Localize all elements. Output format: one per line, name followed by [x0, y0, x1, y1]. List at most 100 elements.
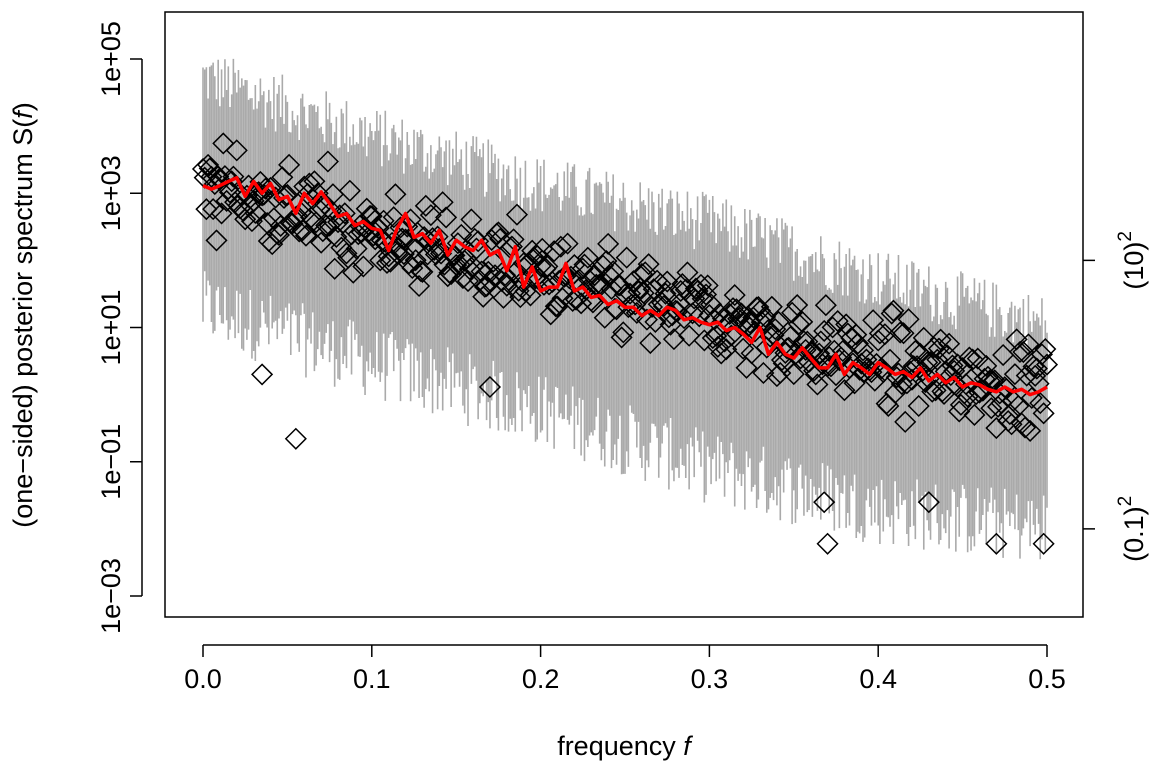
data-point	[760, 295, 783, 318]
x-axis-label: frequency f	[557, 731, 693, 761]
data-point	[904, 339, 927, 363]
data-point	[965, 383, 988, 406]
data-point	[423, 238, 446, 261]
data-point	[242, 189, 265, 212]
data-point	[451, 267, 475, 290]
data-point	[1008, 340, 1032, 363]
data-point	[826, 310, 849, 333]
data-point	[333, 202, 356, 225]
data-point	[276, 183, 299, 207]
data-point	[831, 339, 854, 363]
data-point	[662, 328, 686, 351]
data-point	[408, 274, 431, 298]
data-point	[791, 310, 814, 333]
data-point	[345, 237, 368, 260]
x-tick-label: 0.2	[522, 664, 560, 694]
data-point	[494, 264, 517, 287]
data-point	[821, 316, 844, 339]
data-point	[715, 338, 738, 361]
data-point	[195, 198, 218, 221]
data-point	[779, 325, 802, 348]
data-point	[570, 292, 593, 315]
data-point	[752, 361, 775, 385]
data-point	[632, 282, 655, 305]
data-point	[880, 302, 903, 325]
data-point	[629, 277, 652, 300]
data-point	[806, 373, 829, 396]
data-point	[460, 208, 483, 231]
data-point	[583, 264, 606, 287]
data-point	[868, 322, 891, 345]
data-point	[625, 301, 648, 324]
data-point	[369, 249, 392, 272]
data-point	[706, 335, 729, 358]
data-point	[1032, 532, 1055, 555]
data-point	[917, 491, 940, 514]
data-point	[851, 339, 875, 362]
data-point	[656, 270, 679, 293]
data-point	[1029, 392, 1052, 415]
data-point	[519, 284, 542, 307]
data-point	[943, 359, 966, 382]
data-point	[634, 261, 657, 284]
data-point	[949, 393, 972, 416]
data-point	[402, 237, 426, 260]
data-point	[505, 203, 529, 226]
data-point	[576, 246, 599, 269]
data-point	[392, 242, 415, 266]
median-line-layer	[202, 176, 1048, 397]
data-point	[591, 254, 615, 277]
x-axis-label-variable: f	[683, 731, 693, 761]
data-point	[608, 274, 631, 297]
data-point	[748, 299, 772, 322]
data-point	[389, 216, 412, 239]
data-point	[539, 303, 562, 326]
data-point	[686, 279, 709, 303]
y2-axis: (0.1)2 (10)2	[1083, 231, 1149, 562]
data-point	[639, 331, 662, 355]
x-tick-label: 0.5	[1028, 664, 1066, 694]
data-point	[306, 182, 329, 205]
data-point	[985, 532, 1008, 555]
data-point	[936, 344, 959, 367]
data-point	[754, 305, 777, 328]
data-point	[676, 261, 699, 284]
y-tick-label: 1e+05	[96, 21, 126, 97]
data-point	[352, 255, 375, 278]
data-point	[867, 329, 890, 352]
data-point	[689, 273, 713, 296]
data-point	[900, 368, 924, 391]
data-point	[958, 346, 981, 369]
data-point	[1015, 364, 1038, 387]
y-tick-label: 1e+01	[96, 290, 126, 366]
data-point	[922, 336, 945, 359]
data-point	[1032, 402, 1055, 425]
data-point	[448, 253, 471, 276]
data-point	[404, 249, 427, 272]
data-point	[767, 310, 790, 334]
data-point	[716, 312, 740, 335]
y-tick-label: 1e−01	[96, 424, 126, 500]
y-axis: 1e−03 1e−01 1e+01 1e+03 1e+05	[96, 21, 143, 634]
data-point	[787, 312, 810, 336]
data-point	[701, 326, 724, 350]
data-point	[938, 332, 961, 355]
data-point	[311, 220, 334, 243]
data-point	[431, 191, 454, 214]
data-point	[895, 372, 918, 395]
data-point	[435, 206, 458, 229]
data-point	[342, 261, 365, 284]
data-point	[212, 132, 235, 155]
data-point	[640, 295, 664, 319]
y2-tick-label: (10)2	[1115, 231, 1149, 290]
data-point	[487, 221, 510, 244]
data-point	[456, 269, 480, 293]
data-point	[612, 321, 635, 344]
data-point	[735, 356, 758, 379]
data-point	[323, 257, 346, 280]
data-point	[1024, 364, 1047, 387]
y-axis-label-var: S(	[8, 119, 38, 146]
data-point	[1013, 416, 1037, 439]
data-point	[411, 260, 434, 283]
